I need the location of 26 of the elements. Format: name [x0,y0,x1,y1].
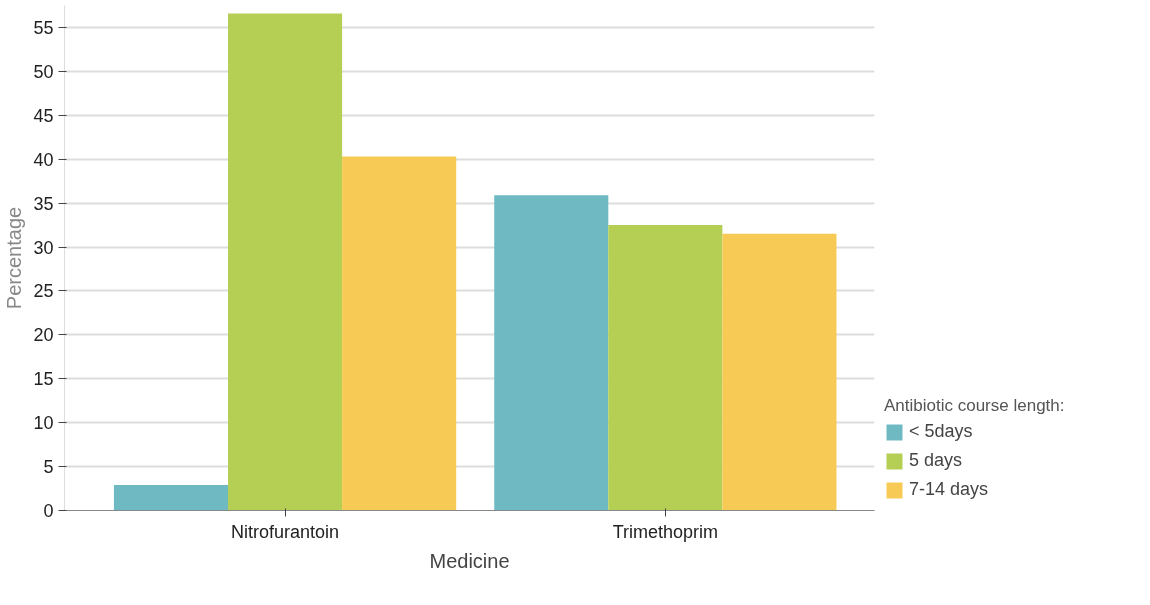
bar [342,156,457,511]
x-tick-label: Trimethoprim [612,521,719,542]
x-tick-label: Nitrofurantoin [231,521,340,542]
legend-label: < 5days [909,421,973,442]
bar [722,233,837,511]
y-axis-title: Percentage [3,206,26,310]
y-tick-label: 15 [33,369,54,390]
y-tick-label: 10 [33,413,54,434]
legend-label: 5 days [909,450,963,471]
bar [608,225,723,511]
bar [494,195,609,511]
y-tick-label: 20 [33,325,54,346]
y-tick-label: 0 [43,501,54,521]
y-tick-label: 35 [33,193,54,214]
y-tick-label: 50 [33,61,54,82]
x-axis-title: Medicine [429,549,510,572]
y-tick-label: 40 [33,149,54,170]
y-tick-label: 25 [33,281,54,302]
y-tick-label: 55 [33,17,54,38]
y-tick-label: 45 [33,105,54,126]
y-tick-label: 5 [43,457,54,478]
legend-label: 7-14 days [909,479,989,500]
legend-title: Antibiotic course length: [884,396,1065,416]
bar [228,13,343,511]
bar [113,485,229,511]
y-tick-label: 30 [33,237,54,258]
